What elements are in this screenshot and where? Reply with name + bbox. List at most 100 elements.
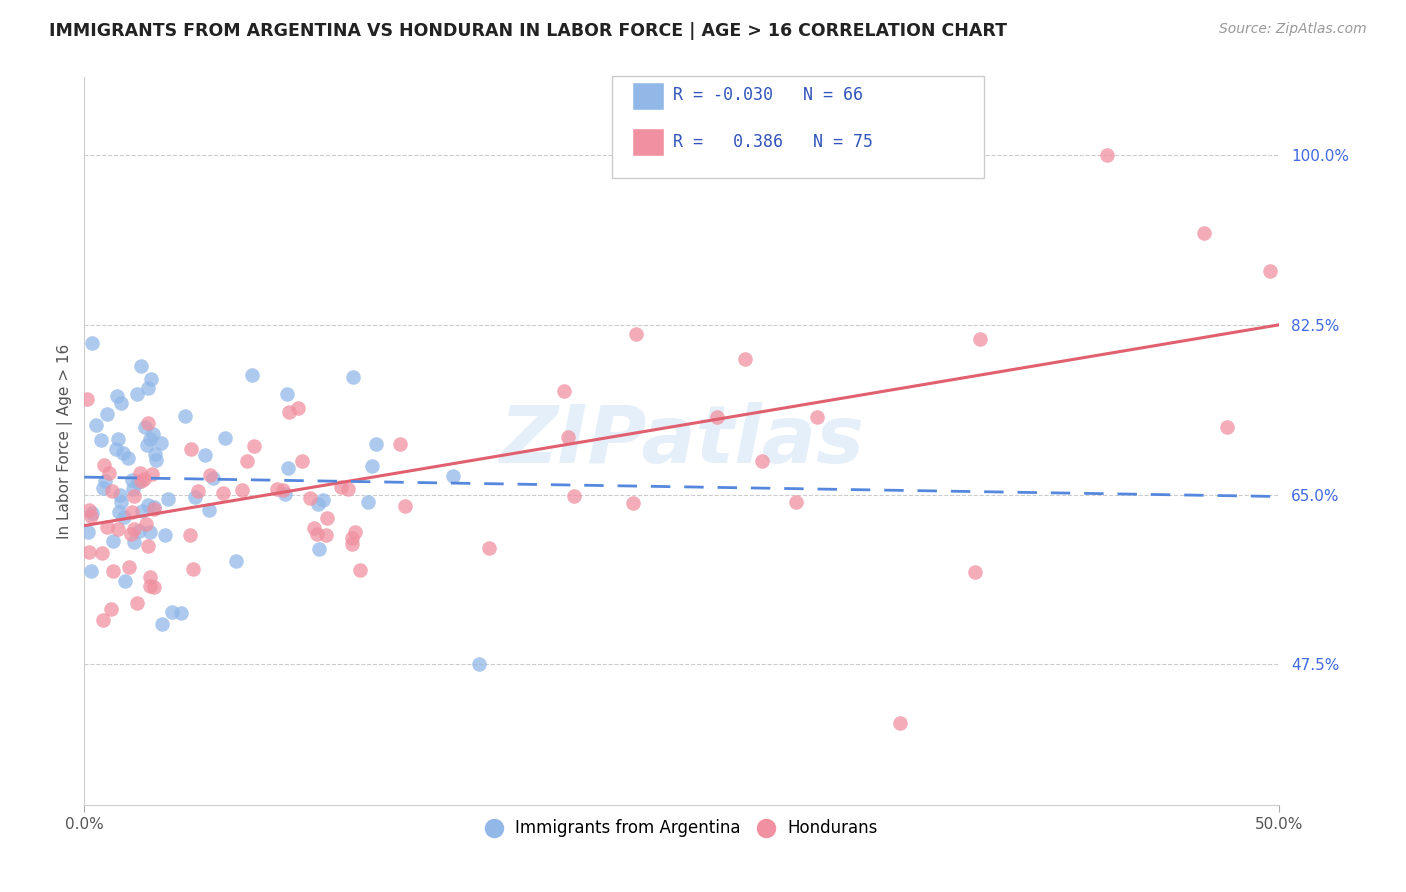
Point: [150, 435, 173, 450]
Point: [969, 332, 991, 346]
Point: [329, 480, 352, 494]
Point: [557, 430, 579, 444]
Point: [278, 405, 301, 419]
Point: [105, 389, 128, 403]
Point: [105, 442, 128, 456]
Point: [76, 392, 98, 407]
Point: [135, 516, 157, 531]
Point: [90, 433, 112, 447]
Point: [214, 431, 236, 445]
Text: R =   0.386   N = 75: R = 0.386 N = 75: [673, 133, 873, 151]
Point: [127, 475, 149, 489]
Point: [312, 492, 335, 507]
Point: [963, 565, 986, 579]
Point: [389, 437, 412, 451]
Point: [308, 541, 330, 556]
Point: [202, 471, 225, 485]
Point: [117, 450, 139, 465]
Point: [302, 521, 325, 535]
Y-axis label: In Labor Force | Age > 16: In Labor Force | Age > 16: [58, 343, 73, 539]
Point: [162, 605, 184, 619]
Point: [110, 495, 132, 509]
Point: [129, 359, 152, 374]
Point: [80, 506, 103, 520]
Point: [156, 491, 179, 506]
Text: R = -0.030   N = 66: R = -0.030 N = 66: [673, 87, 863, 104]
Point: [145, 452, 167, 467]
Point: [198, 468, 221, 483]
Point: [181, 562, 204, 576]
Point: [194, 448, 217, 462]
Point: [785, 495, 807, 509]
Point: [1216, 419, 1239, 434]
Point: [122, 534, 145, 549]
Point: [307, 497, 329, 511]
Point: [271, 483, 294, 497]
Point: [93, 458, 115, 472]
Text: IMMIGRANTS FROM ARGENTINA VS HONDURAN IN LABOR FORCE | AGE > 16 CORRELATION CHAR: IMMIGRANTS FROM ARGENTINA VS HONDURAN IN…: [49, 22, 1007, 40]
Point: [114, 574, 136, 588]
Point: [441, 468, 464, 483]
Point: [122, 522, 145, 536]
Point: [366, 437, 388, 451]
Point: [90, 546, 112, 560]
Point: [142, 501, 165, 516]
Point: [291, 453, 314, 467]
Point: [107, 432, 129, 446]
Point: [553, 384, 575, 398]
Point: [751, 454, 773, 468]
Point: [136, 416, 159, 430]
Point: [97, 466, 120, 480]
Point: [179, 528, 201, 542]
Point: [138, 432, 160, 446]
Point: [336, 482, 359, 496]
Point: [477, 541, 499, 556]
Point: [143, 580, 166, 594]
Point: [122, 482, 145, 496]
Point: [80, 564, 103, 578]
Text: ZIPatlas: ZIPatlas: [499, 402, 865, 480]
Point: [1258, 264, 1281, 278]
Point: [242, 439, 264, 453]
Point: [110, 487, 132, 501]
Point: [125, 596, 148, 610]
Point: [125, 387, 148, 401]
Point: [101, 534, 124, 549]
Point: [340, 531, 363, 545]
Point: [357, 495, 380, 509]
Point: [198, 503, 221, 517]
Point: [266, 482, 288, 496]
Point: [184, 490, 207, 504]
Point: [277, 461, 299, 475]
Point: [80, 509, 103, 524]
Point: [96, 407, 118, 421]
Point: [91, 481, 114, 495]
Point: [624, 327, 647, 342]
Point: [734, 351, 756, 366]
Point: [141, 427, 163, 442]
Point: [287, 401, 309, 416]
Point: [118, 560, 141, 574]
Point: [806, 409, 828, 424]
Point: [112, 510, 135, 524]
Point: [173, 409, 195, 423]
Point: [94, 474, 117, 488]
Point: [276, 387, 298, 401]
Point: [122, 489, 145, 503]
Point: [136, 498, 159, 512]
Point: [315, 528, 337, 542]
Point: [342, 370, 364, 384]
Point: [394, 499, 416, 513]
Point: [100, 602, 122, 616]
Point: [77, 524, 100, 539]
Point: [231, 483, 253, 497]
Point: [128, 524, 150, 538]
Point: [143, 447, 166, 461]
Point: [138, 524, 160, 539]
Point: [84, 418, 107, 433]
Point: [129, 466, 152, 480]
Point: [80, 336, 103, 351]
Point: [889, 715, 911, 730]
Point: [564, 489, 586, 503]
Point: [132, 471, 155, 485]
